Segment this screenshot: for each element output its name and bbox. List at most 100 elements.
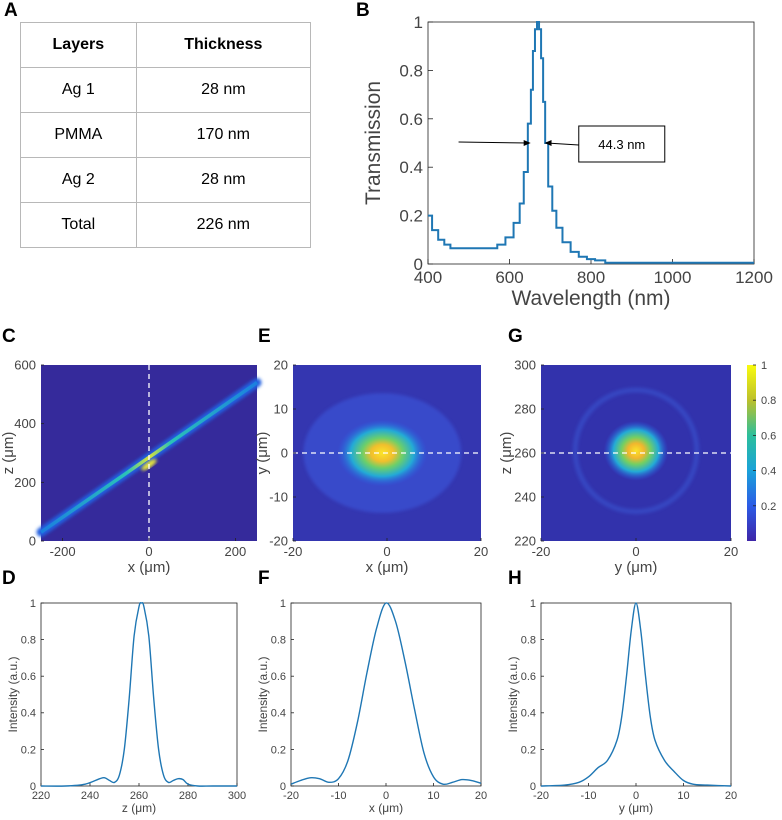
panel-label-b: B xyxy=(356,0,370,21)
intensity-series-line xyxy=(40,602,237,787)
y-tick-label: 0.6 xyxy=(399,110,423,129)
x-axis-label: y (μm) xyxy=(615,559,658,576)
table-cell: Ag 2 xyxy=(20,157,137,203)
x-tick-label: 240 xyxy=(81,790,99,802)
x-tick-label: -20 xyxy=(284,544,303,559)
y-tick-label: 1 xyxy=(414,13,423,32)
y-tick-label: 600 xyxy=(14,358,36,373)
x-tick-label: 10 xyxy=(427,790,439,802)
x-tick-label: -200 xyxy=(50,544,76,559)
intensity-series-line xyxy=(540,602,732,787)
table-row: PMMA 170 nm xyxy=(20,112,312,158)
x-axis-label: Wavelength (nm) xyxy=(511,287,670,310)
table-cell: Total xyxy=(20,202,137,248)
x-tick-label: -20 xyxy=(532,544,551,559)
y-axis-label: Intensity (a.u.) xyxy=(506,656,520,732)
x-axis-label: x (μm) xyxy=(128,559,171,576)
panel-label-f: F xyxy=(258,568,270,589)
y-tick-label: 0.4 xyxy=(399,158,423,177)
focal-spot xyxy=(337,419,428,487)
y-tick-label: 0.8 xyxy=(21,634,36,646)
y-tick-label: 0 xyxy=(30,781,36,793)
colorbar xyxy=(747,365,756,541)
fwhm-annotation-label: 44.3 nm xyxy=(598,137,645,152)
x-tick-label: 400 xyxy=(414,268,442,287)
y-tick-label: 0.2 xyxy=(399,207,423,226)
panel-label-h: H xyxy=(508,568,522,589)
panel-label-g: G xyxy=(508,326,523,347)
x-axis-label: y (μm) xyxy=(619,801,653,815)
x-tick-label: 0 xyxy=(383,544,390,559)
x-tick-label: 600 xyxy=(495,268,523,287)
x-tick-label: 220 xyxy=(32,790,50,802)
x-tick-label: 20 xyxy=(725,790,737,802)
fwhm-left-arrowhead xyxy=(523,140,531,146)
fwhm-annotation-box xyxy=(578,125,666,163)
table-cell: 170 nm xyxy=(135,112,312,158)
y-tick-label: 220 xyxy=(514,534,536,549)
y-tick-label: 0.8 xyxy=(521,634,536,646)
field-ring xyxy=(572,387,700,515)
table-cell: 28 nm xyxy=(135,67,312,113)
y-axis-label: Intensity (a.u.) xyxy=(256,656,270,732)
axes-frame xyxy=(540,602,732,787)
fwhm-left-arrow xyxy=(458,141,529,144)
x-axis-label: x (μm) xyxy=(366,559,409,576)
y-tick-label: 0.4 xyxy=(271,708,286,720)
x-axis-label: z (μm) xyxy=(122,801,156,815)
y-tick-label: 0.8 xyxy=(271,634,286,646)
y-axis-label: y (μm) xyxy=(254,432,271,475)
transmission-series-line xyxy=(428,21,754,264)
x-tick-label: 20 xyxy=(724,544,738,559)
x-tick-label: -20 xyxy=(533,790,549,802)
y-tick-label: 10 xyxy=(274,402,288,417)
fwhm-right-arrowhead xyxy=(544,140,552,146)
x-tick-label: 300 xyxy=(228,790,246,802)
x-tick-label: 1200 xyxy=(735,268,773,287)
chart-d: 220 240 260 280 300 0 0.2 0.4 0.6 0.8 1 z (μm) Inten… xyxy=(6,598,246,815)
x-tick-label: 200 xyxy=(225,544,247,559)
table-cell: 28 nm xyxy=(135,157,312,203)
y-tick-label: 0.2 xyxy=(271,744,286,756)
x-axis-label: x (μm) xyxy=(369,801,403,815)
y-tick-label: 400 xyxy=(14,416,36,431)
y-tick-label: 300 xyxy=(514,358,536,373)
colorbar-tick-label: 0.2 xyxy=(761,501,776,513)
y-tick-label: 0.2 xyxy=(21,744,36,756)
panel-label-d: D xyxy=(2,568,16,589)
focal-spot xyxy=(603,420,669,481)
chart-h: -20 -10 0 10 20 0 0.2 0.4 0.6 0.8 1 y (μm) Intensity… xyxy=(506,598,737,815)
y-tick-label: 200 xyxy=(14,475,36,490)
colorbar-tick-label: 0.8 xyxy=(761,395,776,407)
y-tick-label: 1 xyxy=(530,598,536,610)
y-tick-label: -20 xyxy=(269,534,288,549)
table-row: Ag 2 28 nm xyxy=(20,157,312,203)
x-tick-label: 0 xyxy=(633,790,639,802)
chart-f: -20 -10 0 10 20 0 0.2 0.4 0.6 0.8 1 x (μm) Intensity… xyxy=(256,598,487,815)
y-tick-label: 0.6 xyxy=(271,671,286,683)
y-tick-label: 0 xyxy=(414,255,423,274)
table-row: Ag 1 28 nm xyxy=(20,67,312,113)
axes-frame xyxy=(290,602,482,787)
y-tick-label: 0 xyxy=(530,781,536,793)
x-tick-label: -10 xyxy=(331,790,347,802)
y-tick-label: 0.8 xyxy=(399,61,423,80)
chart-b: 400 600 800 1000 1200 0 0.2 0.4 0.6 0.8 1 Wavelengt… xyxy=(362,13,773,310)
colorbar-tick-label: 0.4 xyxy=(761,466,776,478)
y-tick-label: 260 xyxy=(514,446,536,461)
y-tick-label: 1 xyxy=(280,598,286,610)
panel-label-c: C xyxy=(2,326,16,347)
colorbar-tick-label: 1 xyxy=(761,360,767,372)
y-tick-label: 0 xyxy=(280,781,286,793)
y-tick-label: 1 xyxy=(30,598,36,610)
x-tick-label: 20 xyxy=(475,790,487,802)
y-tick-label: 0.6 xyxy=(21,671,36,683)
colorbar-tick-label: 0.6 xyxy=(761,430,776,442)
panel-label-e: E xyxy=(258,326,271,347)
y-axis-label: z (μm) xyxy=(498,432,515,475)
table-cell: PMMA xyxy=(20,112,137,158)
axes-frame xyxy=(40,602,238,787)
y-axis-label: Intensity (a.u.) xyxy=(6,656,20,732)
y-tick-label: 280 xyxy=(514,402,536,417)
x-tick-label: 10 xyxy=(677,790,689,802)
